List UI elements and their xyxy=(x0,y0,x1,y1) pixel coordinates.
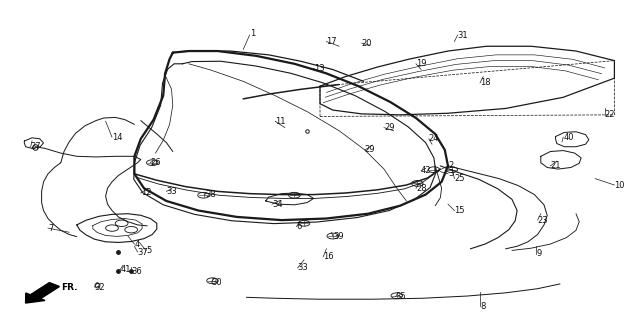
Text: 1: 1 xyxy=(250,29,255,38)
Text: 38: 38 xyxy=(205,190,216,199)
Text: 33: 33 xyxy=(166,187,177,196)
Text: 30: 30 xyxy=(211,278,222,287)
Text: 17: 17 xyxy=(326,37,337,46)
Text: 22: 22 xyxy=(605,110,615,119)
Text: 3: 3 xyxy=(448,169,453,178)
Text: 41: 41 xyxy=(120,265,131,274)
Text: 35: 35 xyxy=(396,292,406,301)
Text: 42: 42 xyxy=(421,166,431,175)
Text: 29: 29 xyxy=(384,123,394,132)
Text: 12: 12 xyxy=(141,189,151,197)
Text: 36: 36 xyxy=(131,267,142,276)
Text: 18: 18 xyxy=(480,78,491,87)
Text: 28: 28 xyxy=(416,184,427,193)
Text: FR.: FR. xyxy=(61,283,77,292)
Text: 39: 39 xyxy=(333,232,344,241)
Text: 33: 33 xyxy=(298,263,308,272)
Text: 13: 13 xyxy=(314,64,324,73)
Text: 11: 11 xyxy=(275,117,285,126)
FancyArrow shape xyxy=(26,283,60,303)
Text: 34: 34 xyxy=(272,200,283,209)
Text: 23: 23 xyxy=(538,216,548,225)
Text: 4: 4 xyxy=(134,240,140,249)
Text: 15: 15 xyxy=(454,206,465,215)
Text: 8: 8 xyxy=(480,302,485,311)
Text: 32: 32 xyxy=(95,283,106,292)
Text: 31: 31 xyxy=(458,31,468,40)
Text: 7: 7 xyxy=(48,224,53,233)
Text: 10: 10 xyxy=(614,181,625,189)
Text: 21: 21 xyxy=(550,161,561,170)
Text: 26: 26 xyxy=(150,158,161,167)
Text: 40: 40 xyxy=(563,133,573,142)
Text: 14: 14 xyxy=(112,133,122,142)
Text: 6: 6 xyxy=(296,222,301,231)
Text: 2: 2 xyxy=(448,161,453,170)
Text: 37: 37 xyxy=(138,248,148,256)
Text: 25: 25 xyxy=(454,174,465,183)
Text: 24: 24 xyxy=(429,134,439,143)
Text: 19: 19 xyxy=(416,59,426,68)
Text: 20: 20 xyxy=(362,39,372,48)
Text: 9: 9 xyxy=(536,249,541,258)
Text: 29: 29 xyxy=(365,145,375,154)
Text: 16: 16 xyxy=(323,252,334,261)
Text: 27: 27 xyxy=(31,142,42,151)
Text: 5: 5 xyxy=(146,246,151,255)
